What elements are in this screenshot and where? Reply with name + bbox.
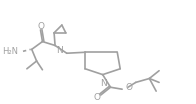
Text: O: O [125,83,132,92]
Text: O: O [38,22,45,30]
Text: N: N [100,79,107,87]
Text: N: N [56,46,63,55]
Text: H₂N: H₂N [2,47,18,56]
Text: O: O [93,93,100,102]
